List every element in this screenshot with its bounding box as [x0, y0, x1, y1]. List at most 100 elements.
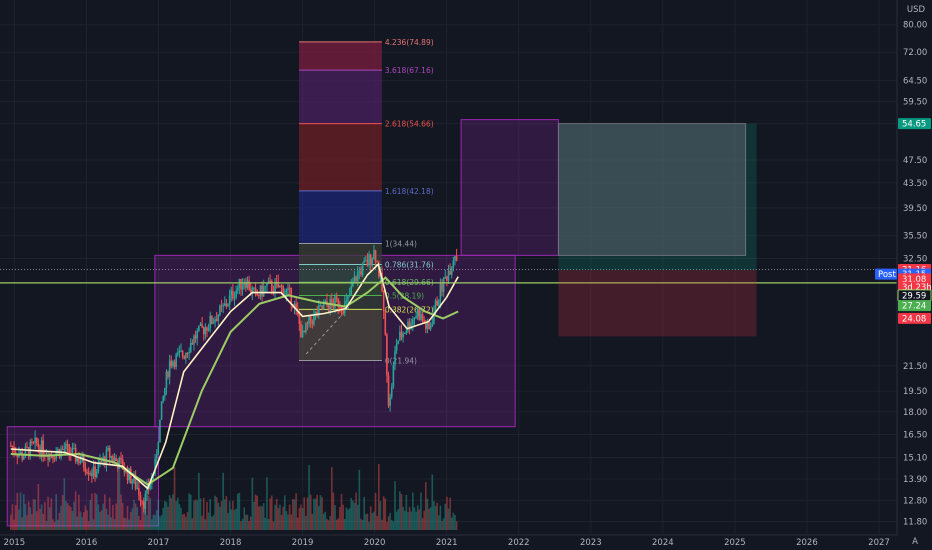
volume-bar — [102, 503, 105, 530]
volume-bar — [105, 508, 108, 530]
volume-bar — [403, 510, 406, 530]
candle-body — [65, 443, 67, 450]
volume-bar — [330, 467, 333, 530]
candle-body — [295, 303, 297, 308]
volume-bar — [402, 506, 404, 530]
candle-body — [144, 493, 147, 510]
candle-body — [343, 302, 346, 313]
candle-body — [175, 354, 177, 368]
rectangle-drawing[interactable] — [460, 119, 559, 256]
volume-bar — [293, 499, 296, 530]
volume-bar — [131, 508, 134, 530]
candle-body — [198, 325, 200, 332]
fib-zone — [299, 41, 382, 71]
candle-body — [141, 500, 143, 502]
candle-body — [329, 299, 331, 312]
ma-fast-line — [10, 262, 459, 490]
volume-bar — [454, 515, 456, 530]
volume-bar — [416, 505, 419, 530]
volume-bar — [107, 514, 109, 530]
candle-body — [129, 468, 132, 484]
volume-bar — [301, 508, 304, 530]
volume-bar — [115, 503, 117, 530]
volume-bar — [91, 493, 93, 530]
candle-body — [138, 487, 140, 496]
volume-bar — [369, 506, 372, 530]
candle-body — [233, 297, 236, 299]
candle-body — [222, 305, 224, 307]
candle-body — [170, 360, 173, 367]
candle-body — [61, 448, 64, 450]
position-stop-zone[interactable] — [558, 270, 757, 337]
candle-body — [113, 458, 116, 462]
candle-body — [48, 453, 51, 460]
candle-body — [428, 322, 430, 329]
volume-bar — [280, 514, 283, 530]
volume-bar — [261, 506, 263, 530]
volume-bar — [152, 514, 155, 530]
candle-body — [149, 484, 152, 490]
volume-bar — [196, 500, 199, 530]
volume-bar — [303, 497, 306, 530]
volume-bar — [442, 518, 445, 530]
volume-bar — [248, 521, 250, 530]
candle-body — [386, 334, 388, 376]
fib-level-label: 0.786(31.76) — [385, 260, 434, 269]
price-tick-label: 21.50 — [903, 362, 927, 372]
candle-body — [240, 278, 242, 290]
volume-bar — [139, 519, 142, 530]
candle-body — [227, 304, 229, 307]
candle-body — [220, 305, 223, 307]
candle-body — [87, 472, 90, 475]
candle-body — [441, 283, 443, 292]
volume-bar — [285, 510, 288, 530]
volume-bar — [52, 519, 54, 530]
candle-body — [57, 449, 59, 453]
price-badge — [898, 118, 931, 130]
candle-body — [188, 352, 190, 354]
time-axis[interactable]: 2015 2016 2017 2018 2019 2020 2021 2022 2023 2024… — [4, 538, 890, 548]
volume-bar — [53, 521, 56, 530]
volume-bar — [452, 512, 455, 530]
volume-bar — [86, 510, 88, 530]
volume-bar — [408, 506, 411, 530]
volume-bar — [37, 483, 40, 530]
candle-body — [58, 449, 61, 458]
volume-bar — [94, 493, 96, 530]
volume-bar — [92, 519, 95, 530]
volume-bar — [412, 492, 414, 530]
long-position-tool[interactable] — [557, 123, 757, 337]
volume-bar — [172, 494, 174, 530]
fib-level-label: 0(21.94) — [385, 356, 417, 365]
candle-body — [376, 261, 378, 263]
time-tick-label: 2020 — [364, 538, 386, 548]
candle-body — [434, 300, 437, 313]
candle-body — [146, 485, 148, 494]
candle-body — [194, 335, 197, 339]
volume-bar — [35, 511, 38, 530]
auto-scale-button[interactable]: A — [912, 537, 918, 547]
volume-bar — [42, 514, 45, 530]
volume-bar — [264, 517, 267, 530]
volume-bar — [136, 507, 139, 530]
volume-bar — [241, 519, 244, 530]
candle-body — [157, 442, 160, 455]
volume-bar — [308, 465, 310, 530]
volume-bar — [34, 499, 36, 530]
price-badge — [898, 312, 931, 324]
volume-bar — [230, 509, 233, 530]
candle-body — [107, 448, 109, 450]
fib-extension[interactable]: 4.236(74.89) 3.618(67.16) 2.618(54.66) 1.61… — [299, 38, 434, 366]
volume-bar — [11, 504, 14, 530]
volume-bar — [79, 511, 82, 530]
candle-body — [211, 315, 213, 324]
volume-bars — [10, 463, 458, 530]
currency-label[interactable]: USD — [907, 5, 926, 15]
post-market-tag — [875, 268, 897, 280]
candle-body — [91, 473, 93, 476]
volume-bar — [384, 498, 387, 530]
volume-bar — [110, 517, 113, 530]
candle-body — [454, 255, 456, 261]
candle-body — [437, 300, 440, 306]
